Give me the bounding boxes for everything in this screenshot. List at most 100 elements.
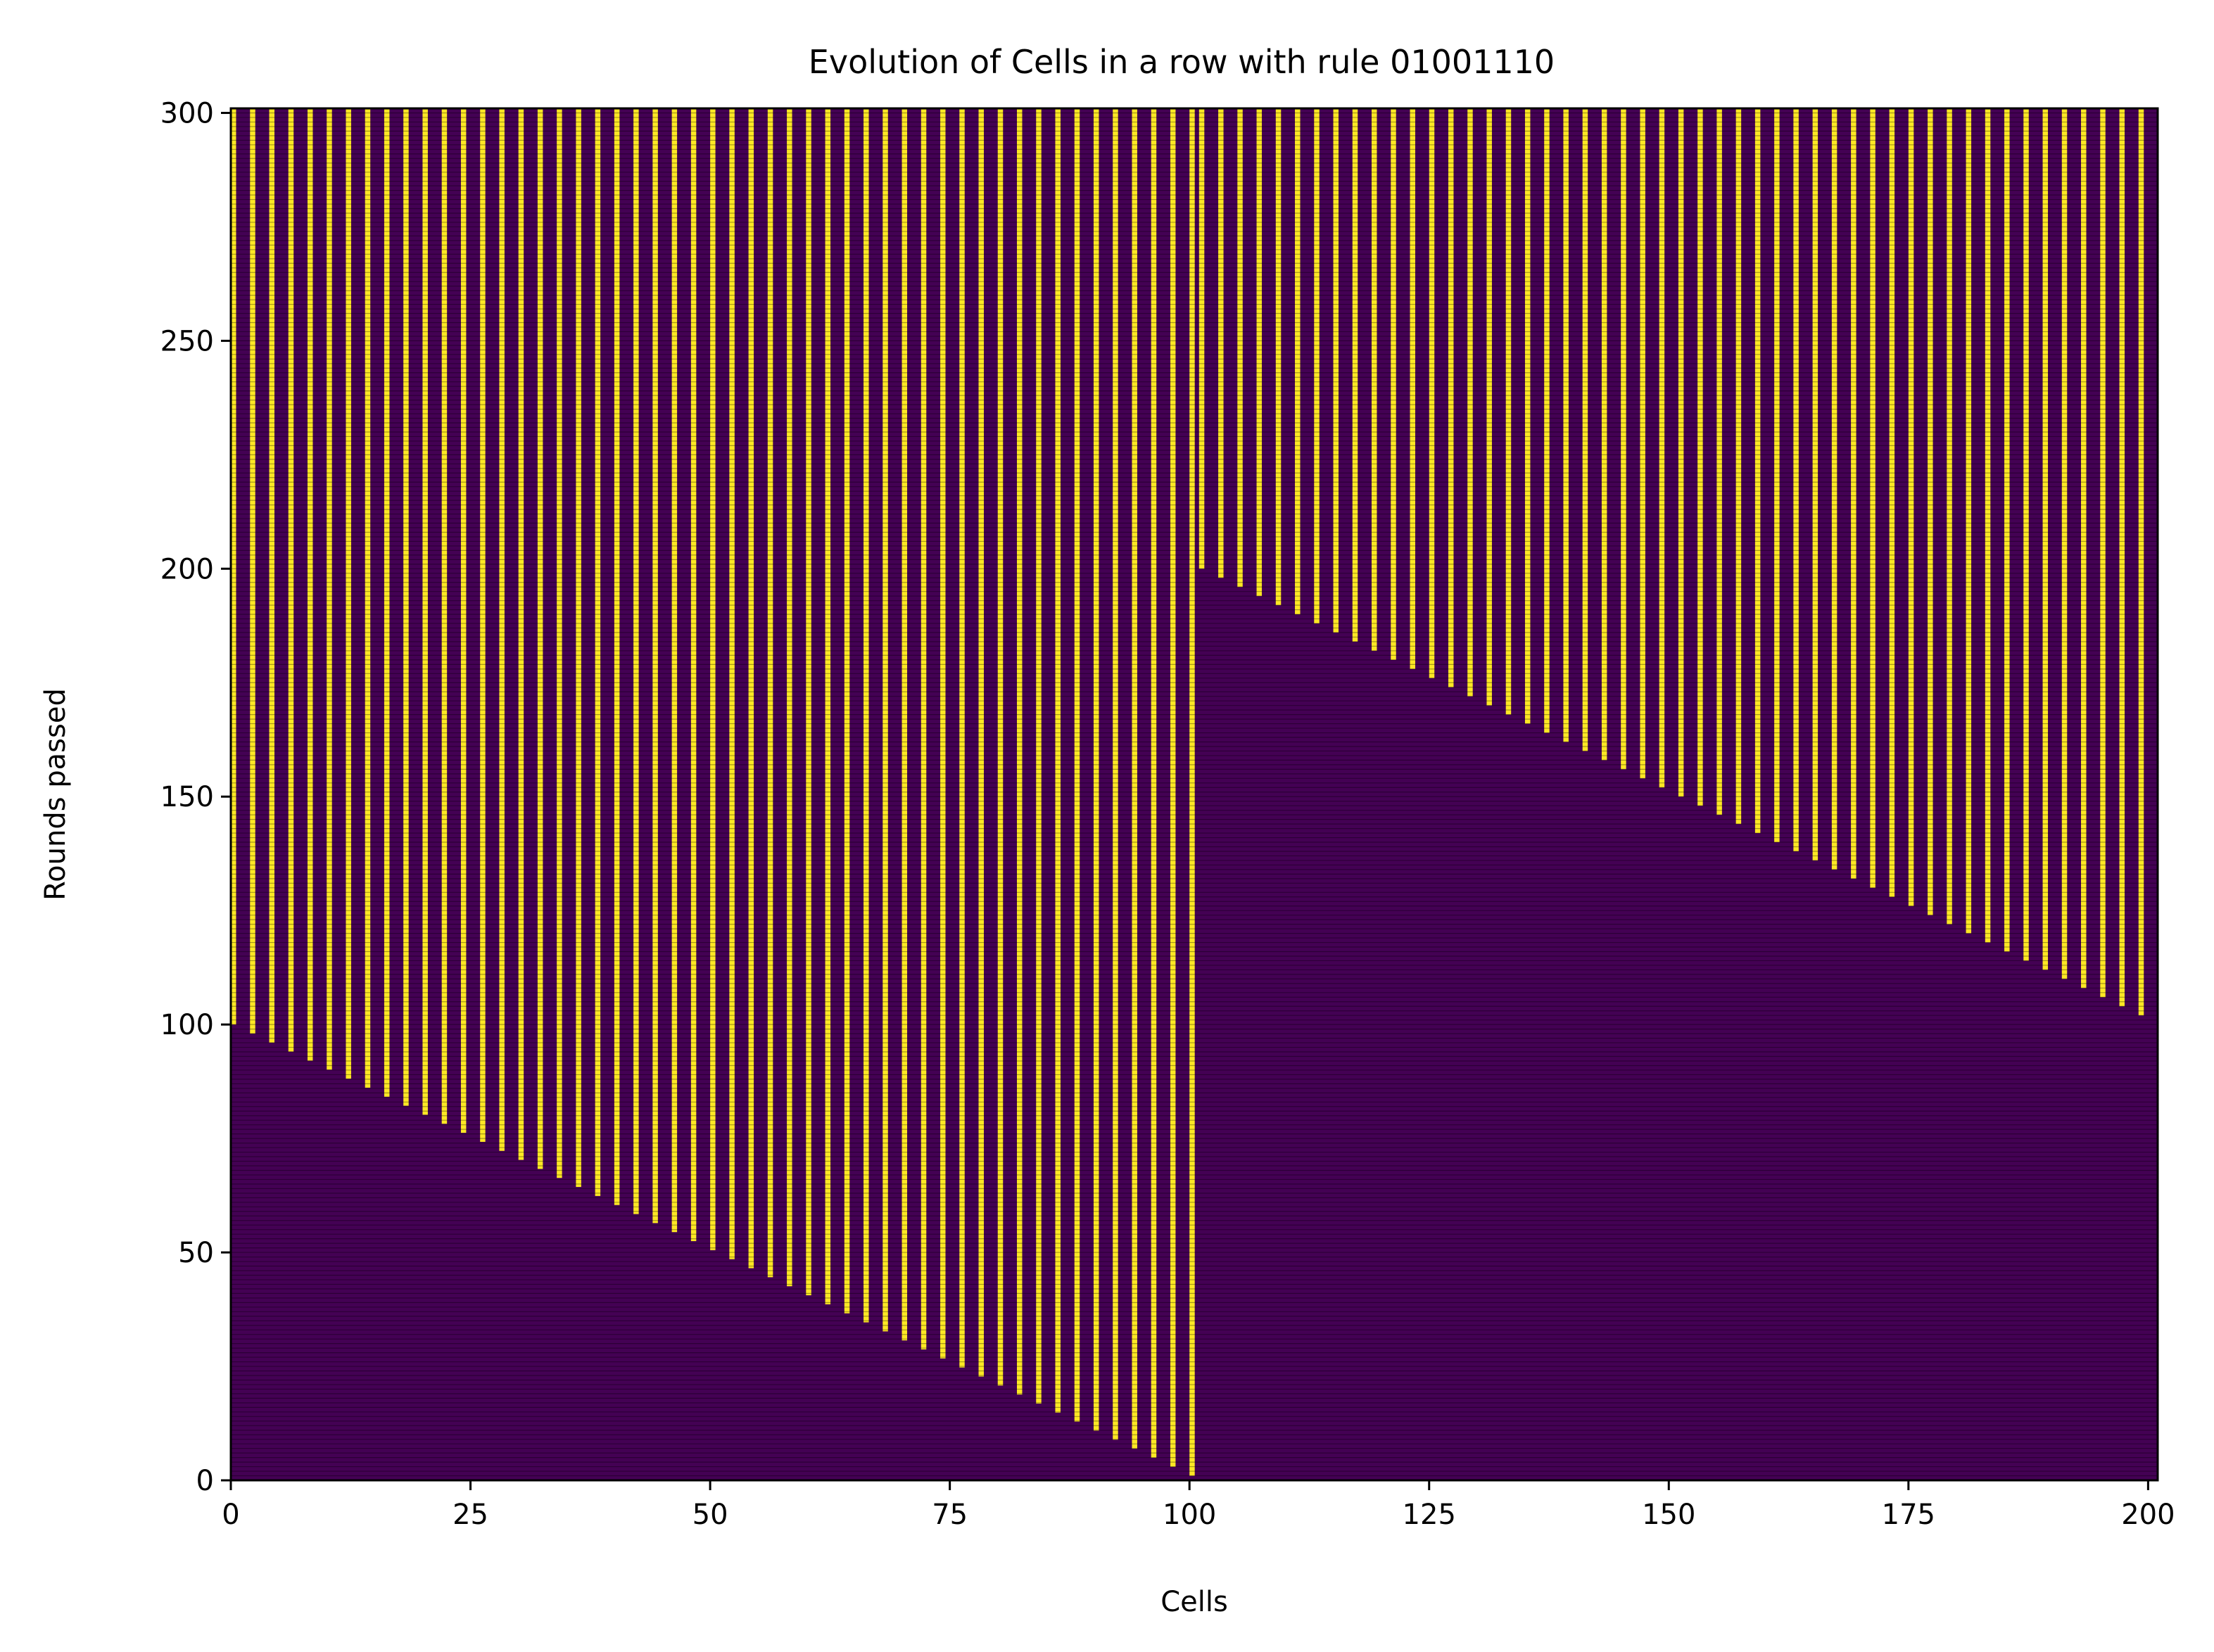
heatmap-on-column-r1-c161 (1774, 108, 1780, 843)
heatmap-on-column-r1-c183 (1985, 108, 1991, 943)
heatmap-on-column-r0-c100 (1189, 108, 1195, 1476)
heatmap-on-column-r0-c72 (921, 108, 927, 1349)
x-tick-label-25: 25 (453, 1499, 488, 1531)
heatmap-on-column-r0-c86 (1055, 108, 1061, 1413)
heatmap-on-column-r1-c175 (1908, 108, 1914, 906)
heatmap-on-column-r1-c137 (1544, 108, 1550, 733)
heatmap-on-column-r1-c105 (1237, 108, 1243, 587)
x-tick-label-100: 100 (1163, 1499, 1216, 1531)
heatmap-on-column-r0-c96 (1151, 108, 1157, 1458)
x-tick-label-150: 150 (1642, 1499, 1695, 1531)
heatmap-on-column-r0-c80 (997, 108, 1004, 1386)
heatmap-on-column-r0-c56 (767, 108, 773, 1278)
heatmap-on-column-r1-c117 (1352, 108, 1358, 642)
heatmap-on-column-r1-c141 (1582, 108, 1588, 751)
heatmap-on-column-r1-c189 (2042, 108, 2049, 970)
y-tick-label-0: 0 (196, 1465, 214, 1497)
heatmap-on-column-r1-c125 (1429, 108, 1435, 678)
heatmap-on-column-r0-c42 (633, 108, 639, 1214)
heatmap-on-column-r0-c74 (940, 108, 946, 1359)
heatmap-on-column-r1-c139 (1563, 108, 1569, 742)
x-tick-label-0: 0 (222, 1499, 239, 1531)
heatmap-on-column-r0-c30 (518, 108, 524, 1160)
heatmap-on-column-r1-c111 (1295, 108, 1301, 615)
heatmap-on-column-r0-c12 (346, 108, 351, 1079)
heatmap-on-column-r1-c157 (1735, 108, 1742, 825)
heatmap-on-column-r0-c38 (595, 108, 601, 1196)
y-axis-label: Rounds passed (39, 688, 72, 901)
heatmap-on-column-r1-c145 (1621, 108, 1626, 770)
heatmap-on-column-r1-c127 (1448, 108, 1454, 687)
heatmap-on-column-r0-c62 (825, 108, 831, 1304)
heatmap-on-column-r1-c155 (1716, 108, 1722, 815)
heatmap-on-column-r1-c173 (1889, 108, 1895, 897)
x-axis-label: Cells (1160, 1586, 1228, 1618)
heatmap-on-column-r0-c16 (384, 108, 390, 1097)
heatmap-on-column-r1-c159 (1754, 108, 1761, 834)
heatmap-on-column-r1-c191 (2061, 108, 2068, 979)
heatmap-on-column-r0-c50 (710, 108, 716, 1250)
heatmap-on-column-r0-c90 (1093, 108, 1099, 1431)
heatmap-on-column-r0-c18 (403, 108, 409, 1106)
heatmap-on-column-r1-c151 (1678, 108, 1684, 797)
heatmap-on-column-r0-c10 (327, 108, 332, 1070)
heatmap-on-column-r1-c103 (1218, 108, 1224, 578)
heatmap-on-column-r1-c119 (1372, 108, 1377, 651)
heatmap-on-column-r1-c135 (1524, 108, 1531, 724)
x-axis: 0 25 50 75 100 125 150 175 200 (222, 1480, 2175, 1531)
heatmap-on-column-r0-c6 (288, 108, 294, 1052)
heatmap-on-column-r1-c181 (1966, 108, 1972, 934)
heatmap-on-column-r0-c2 (250, 108, 255, 1034)
heatmap-on-column-r0-c54 (748, 108, 754, 1269)
heatmap-on-column-r1-c195 (2100, 108, 2106, 998)
y-tick-label-50: 50 (178, 1237, 214, 1269)
heatmap-on-column-r0-c60 (806, 108, 811, 1296)
heatmap-on-column-r1-c149 (1659, 108, 1665, 788)
heatmap-on-column-r0-c36 (576, 108, 581, 1188)
x-tick-label-200: 200 (2121, 1499, 2175, 1531)
heatmap-on-column-r0-c66 (864, 108, 869, 1323)
heatmap-on-column-r1-c165 (1812, 108, 1818, 860)
y-tick-label-300: 300 (160, 97, 214, 129)
heatmap-on-column-r0-c48 (690, 108, 697, 1242)
heatmap-on-column-r1-c133 (1505, 108, 1512, 715)
heatmap-on-column-r1-c197 (2119, 108, 2125, 1007)
plot-area (229, 107, 2159, 1482)
heatmap-on-column-r0-c84 (1036, 108, 1042, 1404)
heatmap-on-column-r0-c44 (652, 108, 658, 1224)
heatmap-on-column-r0-c58 (787, 108, 792, 1287)
heatmap-on-column-r0-c52 (729, 108, 735, 1259)
heatmap-on-column-r1-c131 (1486, 108, 1492, 706)
x-tick-label-75: 75 (932, 1499, 968, 1531)
heatmap-on-column-r0-c88 (1074, 108, 1080, 1422)
heatmap-on-column-r1-c109 (1275, 108, 1282, 606)
heatmap-on-column-r0-c92 (1113, 108, 1118, 1440)
y-tick-label-100: 100 (160, 1009, 214, 1041)
x-tick-label-50: 50 (692, 1499, 728, 1531)
heatmap-on-column-r1-c129 (1467, 108, 1473, 697)
heatmap-on-column-r1-c123 (1410, 108, 1415, 669)
heatmap-on-column-r1-c101 (1198, 108, 1205, 569)
y-tick-label-250: 250 (160, 325, 214, 357)
heatmap-on-column-r1-c113 (1314, 108, 1320, 624)
heatmap-on-column-r0-c4 (269, 108, 274, 1043)
heatmap-on-column-r0-c14 (365, 108, 371, 1088)
heatmap-on-column-r1-c193 (2081, 108, 2087, 989)
y-tick-label-150: 150 (160, 781, 214, 813)
heatmap-on-column-r0-c40 (614, 108, 620, 1205)
heatmap-on-column-r1-c163 (1793, 108, 1799, 851)
heatmap-on-column-r0-c94 (1132, 108, 1137, 1449)
heatmap-on-column-r0-c68 (883, 108, 888, 1332)
heatmap-cells (231, 108, 2158, 1481)
heatmap-on-column-r1-c107 (1256, 108, 1263, 597)
heatmap-on-column-r0-c24 (460, 108, 467, 1133)
heatmap-on-column-r0-c26 (480, 108, 486, 1142)
heatmap-on-column-r0-c98 (1170, 108, 1176, 1467)
heatmap-on-column-r0-c46 (671, 108, 678, 1233)
x-tick-label-175: 175 (1882, 1499, 1935, 1531)
heatmap-on-column-r1-c179 (1947, 108, 1952, 925)
heatmap-on-column-r0-c8 (307, 108, 313, 1061)
heatmap-on-column-r1-c115 (1333, 108, 1339, 633)
heatmap-on-column-r1-c121 (1391, 108, 1396, 660)
